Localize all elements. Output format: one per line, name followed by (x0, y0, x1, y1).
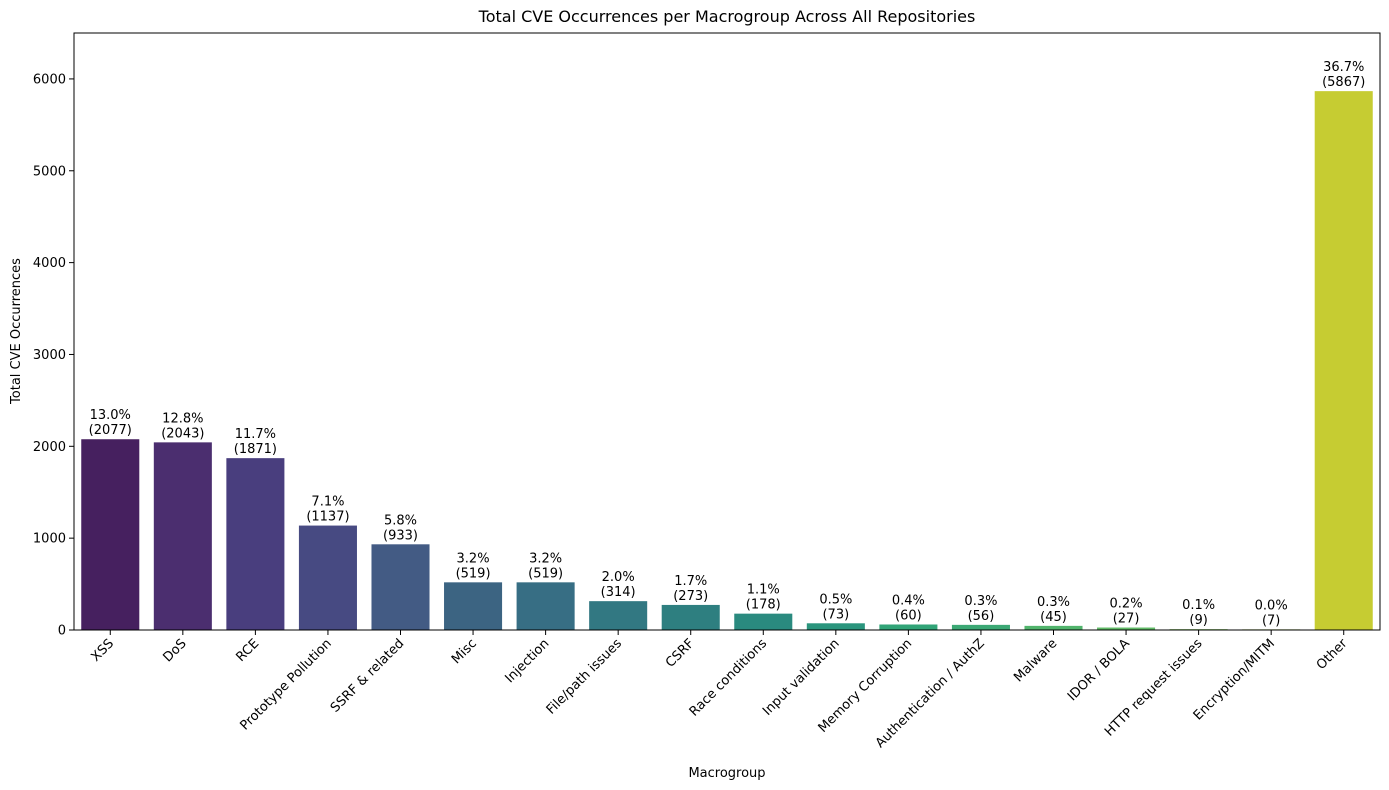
bar (1314, 91, 1373, 631)
x-tick-label: File/path issues (544, 636, 625, 717)
bar-count-label: (73) (822, 607, 849, 622)
bar-count-label: (314) (601, 585, 636, 600)
bar (806, 623, 865, 630)
y-tick-label: 0 (58, 624, 66, 639)
y-tick-label: 6000 (33, 72, 66, 87)
x-tick-label: Malware (1011, 636, 1060, 685)
x-tick-label: Other (1314, 636, 1351, 673)
bars-group (81, 91, 1373, 631)
bar-labels-group: 13.0%(2077) 12.8%(2043) 11.7%(1871) 7.1%(11… (89, 60, 1366, 628)
bar-percent-label: 0.2% (1110, 597, 1143, 612)
x-tick-label: DoS (161, 636, 190, 665)
bar-percent-label: 2.0% (602, 570, 635, 585)
bar-count-label: (933) (383, 528, 418, 543)
bar-percent-label: 5.8% (384, 513, 417, 528)
bar-percent-label: 36.7% (1323, 60, 1364, 75)
bar-percent-label: 13.0% (90, 408, 131, 423)
bar (298, 525, 357, 630)
bar-percent-label: 0.5% (819, 592, 852, 607)
bar-percent-label: 0.0% (1255, 598, 1288, 613)
x-tick-label: Encryption/MITM (1191, 636, 1278, 723)
bar-count-label: (27) (1113, 612, 1140, 627)
y-tick-label: 2000 (33, 440, 66, 455)
x-tick-label: Injection (502, 636, 552, 686)
bar (516, 582, 575, 630)
bar-count-label: (45) (1040, 610, 1067, 625)
bar-percent-label: 11.7% (235, 427, 276, 442)
y-axis-title: Total CVE Occurrences (9, 258, 24, 405)
bar-count-label: (1871) (234, 442, 277, 457)
bar-count-label: (519) (528, 566, 563, 581)
x-tick-label: XSS (89, 636, 118, 665)
bar (153, 442, 212, 630)
plot-frame (73, 32, 1381, 631)
x-tick-label: CSRF (663, 636, 698, 671)
bar (879, 624, 938, 630)
bar (951, 624, 1010, 630)
bar-percent-label: 3.2% (529, 551, 562, 566)
x-axis-title: Macrogroup (688, 766, 765, 781)
bar (1097, 627, 1156, 630)
bar (1024, 625, 1083, 630)
bar-count-label: (2043) (161, 426, 204, 441)
x-tick-label: RCE (233, 636, 262, 665)
y-tick-label: 4000 (33, 256, 66, 271)
bar-percent-label: 0.4% (892, 593, 925, 608)
y-tick-label: 5000 (33, 164, 66, 179)
bar-count-label: (60) (895, 608, 922, 623)
bar (371, 544, 430, 630)
bar-count-label: (519) (456, 566, 491, 581)
bar-percent-label: 0.1% (1182, 598, 1215, 613)
x-tick-label: Input validation (760, 636, 843, 719)
bar-count-label: (273) (673, 589, 708, 604)
x-tick-label: IDOR / BOLA (1065, 636, 1133, 704)
x-tick-label: Race conditions (687, 636, 771, 720)
y-tick-label: 1000 (33, 532, 66, 547)
bar (81, 439, 140, 630)
y-axis: 0 1000 2000 3000 4000 5000 6000 (33, 72, 74, 639)
bar-count-label: (5867) (1322, 75, 1365, 90)
bar-count-label: (178) (746, 598, 781, 613)
bar-count-label: (2077) (89, 423, 132, 438)
bar (661, 604, 720, 630)
bar-percent-label: 3.2% (457, 551, 490, 566)
bar-percent-label: 0.3% (1037, 595, 1070, 610)
bar-count-label: (1137) (306, 510, 349, 525)
bar (589, 601, 648, 630)
bar-count-label: (56) (968, 609, 995, 624)
x-tick-label: Misc (449, 636, 480, 667)
x-tick-label: SSRF & related (328, 636, 407, 715)
bar-percent-label: 1.1% (747, 583, 780, 598)
chart-title: Total CVE Occurrences per Macrogroup Acr… (478, 7, 976, 26)
bar-percent-label: 7.1% (311, 495, 344, 510)
bar-percent-label: 12.8% (162, 411, 203, 426)
bar-count-label: (7) (1262, 613, 1280, 628)
bar (226, 458, 285, 630)
bar (444, 582, 503, 630)
y-tick-label: 3000 (33, 348, 66, 363)
bar-percent-label: 1.7% (674, 574, 707, 589)
bar-count-label: (9) (1189, 613, 1207, 628)
bar-percent-label: 0.3% (964, 594, 997, 609)
bar (734, 613, 793, 630)
